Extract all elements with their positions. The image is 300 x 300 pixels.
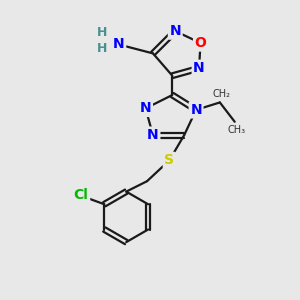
Text: CH₂: CH₂ [212,89,230,99]
Text: Cl: Cl [74,188,88,202]
Text: N: N [147,128,159,142]
Text: N: N [140,101,152,116]
Text: N: N [169,24,181,38]
Text: S: S [164,153,174,167]
Text: H: H [97,26,108,38]
Text: N: N [190,103,202,117]
Text: H: H [97,42,108,55]
Text: CH₃: CH₃ [227,125,245,135]
Text: N: N [113,38,124,52]
Text: N: N [193,61,205,75]
Text: O: O [195,36,206,50]
